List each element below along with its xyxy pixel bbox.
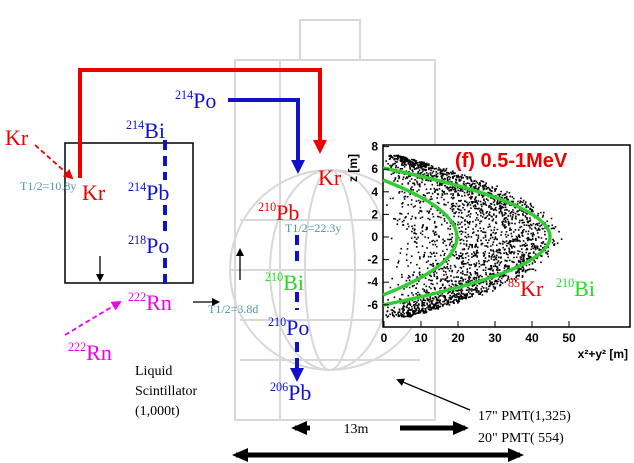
y-tick-label: 4 bbox=[371, 185, 378, 199]
balloon-box bbox=[64, 142, 194, 284]
mass-number: 214 bbox=[126, 118, 144, 132]
element-symbol: Pb bbox=[276, 200, 299, 225]
label: 13m bbox=[344, 422, 369, 437]
isotope: 210Pb bbox=[258, 200, 299, 225]
y-tick-label: 8 bbox=[371, 140, 378, 154]
element-symbol: Po bbox=[193, 88, 216, 113]
y-tick-label: 6 bbox=[371, 162, 378, 176]
mass-number: 210 bbox=[268, 315, 286, 329]
x-tick-label: 30 bbox=[488, 331, 502, 345]
label: T1/2=3.8d bbox=[208, 302, 258, 316]
isotope: 210Bi bbox=[265, 270, 304, 295]
element-symbol: Rn bbox=[146, 290, 172, 315]
x-tick-label: 0 bbox=[381, 331, 388, 345]
mass-number: 222 bbox=[128, 290, 146, 304]
mass-number: 218 bbox=[128, 233, 146, 247]
isotope: 214Pb bbox=[128, 180, 169, 205]
mass-number: 214 bbox=[175, 88, 193, 102]
rn-arrow bbox=[64, 300, 122, 336]
label: Kr bbox=[5, 125, 29, 150]
x-tick-label: 20 bbox=[451, 331, 465, 345]
inset-title: (f) 0.5-1MeV bbox=[455, 150, 568, 172]
label: 20" PMT( 554) bbox=[478, 431, 564, 446]
x-axis-label: x²+y² [m] bbox=[578, 347, 628, 361]
y-tick-label: 2 bbox=[371, 207, 378, 221]
label: Scintillator bbox=[135, 384, 198, 399]
kr-path bbox=[78, 68, 327, 178]
isotope: 222Rn bbox=[128, 290, 172, 315]
label: 17" PMT(1,325) bbox=[478, 409, 571, 424]
element-symbol: Po bbox=[286, 315, 309, 340]
inset-isotope: 85Kr bbox=[508, 276, 544, 301]
event-cloud bbox=[385, 154, 563, 318]
mass-number: 85 bbox=[508, 276, 520, 290]
isotope: 214Po bbox=[175, 88, 216, 113]
mass-number: 222 bbox=[68, 340, 86, 354]
y-tick-label: -2 bbox=[367, 253, 378, 267]
isotope: 206Pb bbox=[270, 380, 311, 405]
label: T1/2=10.8y bbox=[20, 179, 76, 193]
isotope: 218Po bbox=[128, 233, 169, 258]
element-symbol: Bi bbox=[283, 270, 304, 295]
mass-number: 206 bbox=[270, 380, 288, 394]
label: Kr bbox=[318, 165, 342, 190]
po-path bbox=[228, 98, 305, 174]
kr-arrow bbox=[34, 144, 74, 180]
mass-number: 210 bbox=[265, 270, 283, 284]
isotope: 210Po bbox=[268, 315, 309, 340]
isotope: 222Rn bbox=[68, 340, 112, 365]
label: Liquid bbox=[135, 364, 172, 379]
pmt-arrow bbox=[396, 378, 471, 411]
element-symbol: Kr bbox=[520, 276, 544, 301]
y-tick-label: 0 bbox=[371, 230, 378, 244]
mass-number: 214 bbox=[128, 180, 146, 194]
label: (1,000t) bbox=[135, 404, 180, 419]
y-tick-label: -4 bbox=[367, 275, 378, 289]
element-symbol: Bi bbox=[574, 276, 595, 301]
x-tick-label: 40 bbox=[525, 331, 539, 345]
y-axis-label: z [m] bbox=[346, 154, 360, 182]
element-symbol: Po bbox=[146, 233, 169, 258]
element-symbol: Pb bbox=[288, 380, 311, 405]
label: T1/2=22.3y bbox=[285, 221, 341, 235]
element-symbol: Pb bbox=[146, 180, 169, 205]
mass-number: 210 bbox=[556, 276, 574, 290]
detector-drawing bbox=[229, 19, 436, 421]
mass-number: 210 bbox=[258, 200, 276, 214]
inset-isotope: 210Bi bbox=[556, 276, 595, 301]
element-symbol: Rn bbox=[86, 340, 112, 365]
element-symbol: Bi bbox=[144, 118, 165, 143]
y-tick-label: -6 bbox=[367, 298, 378, 312]
label: Kr bbox=[82, 180, 106, 205]
x-tick-label: 50 bbox=[562, 331, 576, 345]
isotope: 214Bi bbox=[126, 118, 165, 143]
x-tick-label: 10 bbox=[414, 331, 428, 345]
